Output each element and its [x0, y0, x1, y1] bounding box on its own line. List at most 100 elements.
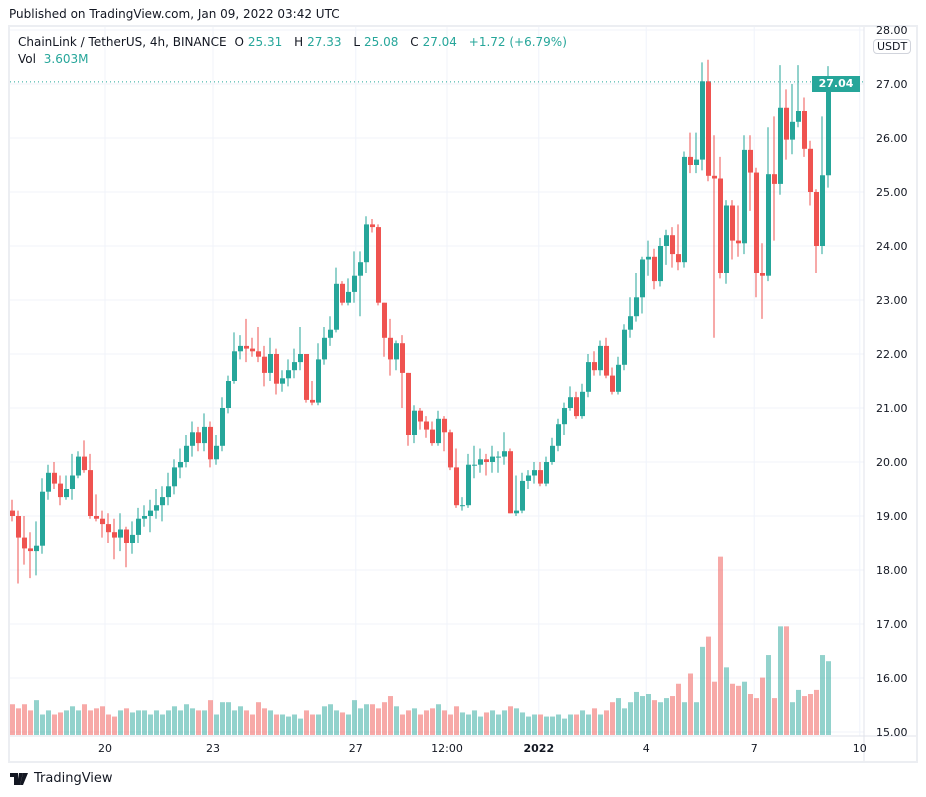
- candle-body: [268, 354, 273, 373]
- candle-body: [232, 351, 237, 381]
- price-tick-label: 17.00: [876, 618, 908, 631]
- candle: [562, 402, 567, 435]
- price-tick-label: 23.00: [876, 294, 908, 307]
- candle: [364, 216, 369, 273]
- candle-body: [352, 275, 357, 292]
- close-label: C: [410, 35, 419, 49]
- candle-body: [340, 283, 345, 303]
- volume-bar: [298, 718, 303, 735]
- symbol-title[interactable]: ChainLink / TetherUS, 4h, BINANCE: [18, 35, 227, 49]
- candle: [292, 348, 297, 379]
- grid: [10, 27, 864, 736]
- candle-body: [616, 364, 621, 392]
- volume-bar: [544, 716, 549, 735]
- candle-body: [316, 359, 321, 403]
- candle: [676, 224, 681, 271]
- candle-body: [472, 464, 477, 466]
- volume-bar: [118, 710, 123, 735]
- volume-bar: [430, 708, 435, 735]
- chart-frame: [8, 25, 918, 763]
- volume-bar: [796, 689, 801, 735]
- candle-body: [706, 81, 711, 176]
- candle: [586, 354, 591, 398]
- price-tick-label: 24.00: [876, 240, 908, 253]
- time-axis[interactable]: 20 23 27 12:00 2022 4 7 10: [98, 742, 867, 755]
- volume-bar: [190, 708, 195, 735]
- candle-body: [154, 505, 159, 511]
- legend: ChainLink / TetherUS, 4h, BINANCE O 25.31…: [18, 34, 571, 68]
- high-label: H: [294, 35, 304, 49]
- candle: [490, 445, 495, 473]
- candle: [28, 532, 33, 579]
- candle: [208, 421, 213, 468]
- candle-body: [196, 432, 201, 444]
- volume-bar: [58, 712, 63, 735]
- volume-bar: [694, 702, 699, 735]
- time-tick-label: 12:00: [431, 742, 463, 755]
- candle-body: [166, 486, 171, 498]
- volume-bar: [208, 700, 213, 735]
- candle: [802, 97, 807, 157]
- candle-body: [532, 470, 537, 476]
- volume-bar: [292, 714, 297, 735]
- candle: [658, 237, 663, 287]
- candle: [412, 405, 417, 444]
- volume-bar: [142, 710, 147, 735]
- volume-bar: [526, 716, 531, 735]
- candle-body: [556, 424, 561, 446]
- candle: [718, 156, 723, 279]
- volume-bar: [568, 714, 573, 735]
- candle-body: [244, 345, 249, 349]
- candle: [106, 513, 111, 543]
- volume-bar: [808, 694, 813, 735]
- volume-bar: [538, 714, 543, 735]
- volume-bar: [10, 704, 15, 735]
- volume-bar: [202, 710, 207, 735]
- tradingview-logo[interactable]: TradingView: [10, 771, 113, 786]
- price-tick-label: 28.00: [876, 24, 908, 37]
- candle-body: [700, 81, 705, 160]
- candle-body: [778, 107, 783, 184]
- change-value: +1.72 (+6.79%): [468, 35, 567, 49]
- candle: [682, 151, 687, 268]
- candle-body: [250, 348, 255, 352]
- candle: [118, 513, 123, 552]
- volume-bar: [418, 714, 423, 735]
- candle: [328, 316, 333, 346]
- candle-body: [346, 291, 351, 303]
- volume-bar: [490, 710, 495, 735]
- candle-body: [322, 337, 327, 360]
- currency-button[interactable]: USDT: [873, 39, 912, 54]
- price-axis[interactable]: 28.00 27.00 26.00 25.00 24.00 23.00 22.00 21.00…: [876, 24, 908, 739]
- candle: [250, 337, 255, 357]
- candle-body: [610, 375, 615, 392]
- tradingview-logo-text: TradingView: [34, 771, 113, 786]
- candle-body: [430, 429, 435, 444]
- candle-body: [46, 472, 51, 492]
- volume-bar: [82, 704, 87, 735]
- volume-bar: [388, 696, 393, 735]
- volume-bar: [742, 681, 747, 735]
- candle: [784, 89, 789, 160]
- volume-bar: [310, 714, 315, 735]
- volume-bar: [148, 714, 153, 735]
- candle: [628, 297, 633, 338]
- candle: [694, 132, 699, 174]
- volume-bar: [628, 702, 633, 735]
- candle-body: [418, 410, 423, 422]
- candle-body: [580, 391, 585, 417]
- volume-bar: [814, 689, 819, 735]
- volume-bar: [778, 626, 783, 735]
- volume-bar: [304, 710, 309, 735]
- candle: [70, 453, 75, 500]
- candle: [298, 327, 303, 371]
- volume-bar: [316, 714, 321, 735]
- candle-body: [454, 467, 459, 506]
- time-tick-label: 4: [643, 742, 650, 755]
- volume-bar: [562, 718, 567, 735]
- candle: [502, 432, 507, 465]
- candle: [136, 507, 141, 543]
- candle: [526, 470, 531, 489]
- volume-bar: [34, 700, 39, 735]
